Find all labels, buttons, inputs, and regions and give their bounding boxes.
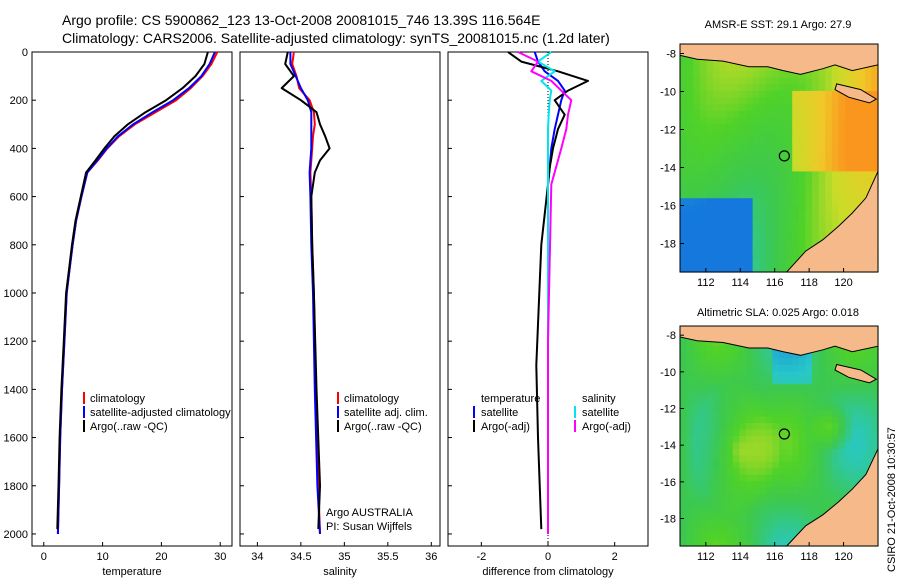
y-tick-label: -18: [660, 239, 676, 251]
float-position-marker: [778, 428, 790, 440]
x-tick-label: 0: [41, 551, 47, 563]
y-tick-label: -8: [666, 330, 676, 342]
legend-label: satellite: [481, 407, 518, 419]
salinity-axes: [239, 51, 441, 547]
legend-label: climatology: [90, 393, 146, 405]
y-tick-label: -12: [660, 404, 676, 416]
y-tick-label: 200: [10, 95, 28, 107]
y-tick-label: 800: [10, 240, 28, 252]
x-tick-label: 2: [612, 551, 618, 563]
sst-map: 112 114 116 118 120 -8 -10 -12 -14 -16 -18: [660, 43, 879, 289]
y-tick-label: 2000: [4, 529, 28, 541]
land-mass: [679, 43, 879, 75]
x-tick-label: 114: [731, 277, 749, 289]
y-tick-label: 1200: [4, 336, 28, 348]
legend-label: satellite-adjusted climatology: [90, 407, 231, 419]
y-tick-label: -10: [660, 367, 676, 379]
temperature-xlabel: temperature: [102, 566, 161, 578]
map-frame: [679, 43, 879, 273]
x-tick-label: 112: [697, 277, 715, 289]
x-tick-label: 118: [800, 277, 818, 289]
x-tick-label: 10: [96, 551, 108, 563]
series-line-argo-raw-qc-: [56, 51, 209, 530]
x-tick-label: 30: [214, 551, 226, 563]
legend-label: Argo(-adj): [481, 421, 530, 433]
legend-label: Argo(..raw -QC): [90, 421, 168, 433]
x-tick-label: 35.5: [377, 551, 398, 563]
salinity-legend: climatology satellite adj. clim. Argo(..…: [337, 392, 428, 433]
x-tick-label: 20: [155, 551, 167, 563]
difference-legend: temperature satellite Argo(-adj) salinit…: [473, 393, 631, 433]
legend-title-temperature: temperature: [481, 393, 540, 405]
y-tick-label: 600: [10, 192, 28, 204]
x-tick-label: 114: [731, 551, 749, 563]
map-frame: [679, 325, 879, 547]
series-line-salinity-satellite: [537, 51, 556, 534]
y-tick-label: -10: [660, 87, 676, 99]
legend-label: satellite adj. clim.: [344, 407, 428, 419]
x-tick-label: 34: [251, 551, 263, 563]
header-line-1: Argo profile: CS 5900862_123 13-Oct-2008…: [62, 12, 540, 28]
x-tick-label: 118: [800, 551, 818, 563]
legend-label: climatology: [344, 393, 400, 405]
y-tick-label: -18: [660, 514, 676, 526]
y-tick-label: 1000: [4, 288, 28, 300]
y-tick-label: -8: [666, 49, 676, 61]
x-tick-label: 0: [545, 551, 551, 563]
y-tick-label: -14: [660, 163, 676, 175]
salinity-xlabel: salinity: [323, 566, 357, 578]
difference-plot: -2 0 2: [448, 51, 618, 563]
map-field: [680, 44, 879, 273]
y-tick-label: -14: [660, 440, 676, 452]
credit-timestamp: CSIRO 21-Oct-2008 10:30:57: [886, 427, 898, 572]
y-tick-label: 400: [10, 143, 28, 155]
land-mass: [679, 325, 879, 356]
pi-annotation: PI: Susan Wijffels: [326, 521, 412, 533]
salinity-plot: 34 34.5 35 35.5 36: [240, 51, 437, 563]
x-tick-label: 112: [697, 551, 715, 563]
float-position-marker: [778, 150, 790, 162]
land-mass: [834, 83, 878, 104]
temperature-legend: climatology satellite-adjusted climatolo…: [83, 392, 231, 433]
y-tick-label: -16: [660, 477, 676, 489]
temperature-axes: [31, 51, 233, 547]
legend-label: Argo(-adj): [582, 421, 631, 433]
y-tick-label: 1600: [4, 433, 28, 445]
x-tick-label: 34.5: [290, 551, 311, 563]
series-line-climatology: [56, 51, 219, 535]
difference-xlabel: difference from climatology: [482, 566, 614, 578]
series-line-argo-raw-qc-: [280, 51, 331, 530]
sla-map-title: Altimetric SLA: 0.025 Argo: 0.018: [697, 307, 859, 319]
header-line-2: Climatology: CARS2006. Satellite-adjuste…: [62, 30, 610, 46]
y-tick-label: 0: [22, 47, 28, 59]
series-line-salinity-argo-adj-: [517, 51, 573, 534]
land-mass: [834, 363, 878, 384]
y-tick-label: -12: [660, 125, 676, 137]
float-owner-annotation: Argo AUSTRALIA: [326, 507, 413, 519]
y-tick-label: 1400: [4, 384, 28, 396]
x-tick-label: 116: [766, 551, 784, 563]
legend-title-salinity: salinity: [582, 393, 616, 405]
x-tick-label: 35: [338, 551, 350, 563]
x-tick-label: 120: [834, 551, 852, 563]
sst-map-title: AMSR-E SST: 29.1 Argo: 27.9: [705, 19, 852, 31]
y-tick-label: 1800: [4, 481, 28, 493]
series-line-temperature-argo-adj-: [507, 51, 589, 530]
x-tick-label: -2: [476, 551, 486, 563]
legend-label: Argo(..raw -QC): [344, 421, 422, 433]
y-tick-label: -16: [660, 201, 676, 213]
sla-map: 112 114 116 118 120 -8 -10 -12 -14 -16 -18: [660, 325, 879, 563]
x-tick-label: 36: [425, 551, 437, 563]
temperature-plot: 0 10 20 30 0 200 400 600 800 1000 1200 1400 1600 1800…: [4, 47, 227, 563]
legend-label: satellite: [582, 407, 619, 419]
x-tick-label: 116: [766, 277, 784, 289]
x-tick-label: 120: [834, 277, 852, 289]
series-line-satellite-adj-clim-: [289, 52, 321, 535]
